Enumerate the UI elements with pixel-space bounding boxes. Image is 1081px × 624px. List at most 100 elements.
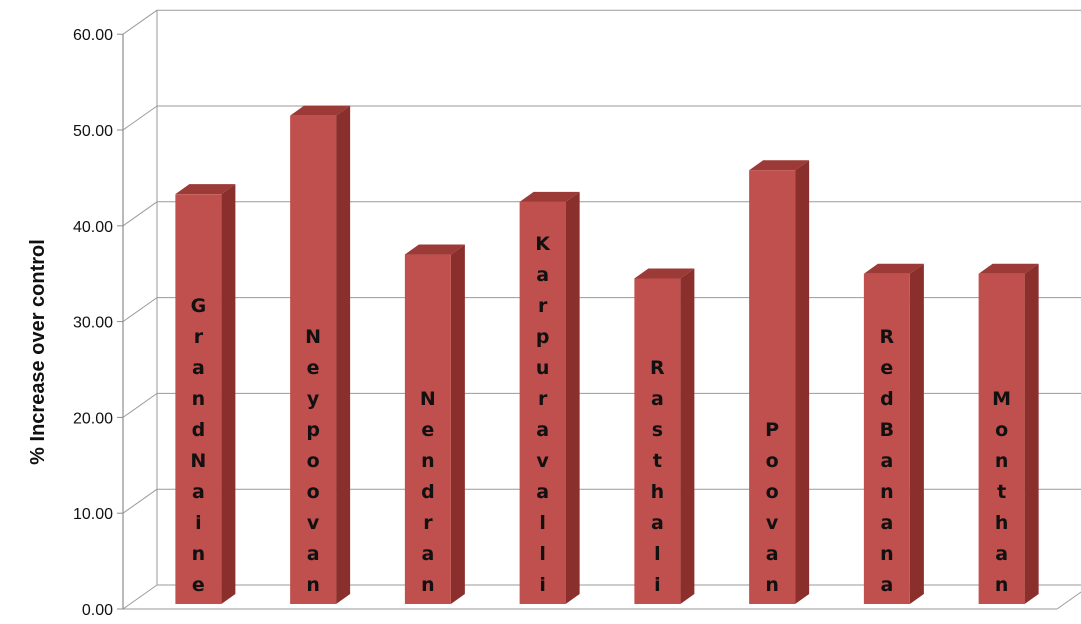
bar-front xyxy=(634,278,681,604)
bar-label-letter: i xyxy=(539,574,546,596)
bar-label-letter: G xyxy=(191,295,207,317)
bar xyxy=(290,105,351,604)
bar-label-letter: n xyxy=(880,543,894,565)
bar-label-letter: e xyxy=(880,357,893,379)
bar-label-letter: n xyxy=(192,543,206,565)
bar-label-letter: r xyxy=(538,295,548,317)
y-tick-label: 40.00 xyxy=(73,219,113,236)
bar xyxy=(863,263,924,604)
bar-label-letter: l xyxy=(539,512,546,534)
bar-label-letter: R xyxy=(880,326,895,348)
bar-label-letter: a xyxy=(995,543,1008,565)
bar xyxy=(978,263,1039,604)
y-tick-label: 0.00 xyxy=(82,602,113,619)
floor-right-edge xyxy=(1056,591,1081,610)
bar-label-letter: a xyxy=(880,574,893,596)
bar-label-letter: u xyxy=(536,357,550,379)
bar-front xyxy=(978,273,1025,604)
bar xyxy=(634,268,695,604)
bar-front xyxy=(519,201,566,604)
bar-label-letter: t xyxy=(997,481,1006,503)
bar-label-letter: K xyxy=(535,233,551,255)
bar-label-letter: a xyxy=(651,388,664,410)
bar-label-letter: P xyxy=(765,419,779,441)
bar-front xyxy=(749,170,796,604)
bar-label-letter: B xyxy=(880,419,894,441)
gridline-diagonal xyxy=(122,584,158,610)
bar-label-letter: r xyxy=(194,326,204,348)
bar-label-letter: l xyxy=(654,543,661,565)
bar xyxy=(404,244,465,605)
y-axis-label: % Increase over control xyxy=(27,239,49,465)
gridline-diagonal xyxy=(122,297,158,323)
bar-top xyxy=(519,191,580,202)
bar-label-letter: n xyxy=(995,450,1009,472)
bar-label-letter: n xyxy=(421,450,435,472)
bar-label-letter: h xyxy=(995,512,1009,534)
bar-label-letter: d xyxy=(880,388,894,410)
bar-label-letter: o xyxy=(307,450,320,472)
bar xyxy=(175,184,236,604)
bar-front xyxy=(404,254,451,605)
bar-label-letter: a xyxy=(307,543,320,565)
bar-label-letter: o xyxy=(766,481,779,503)
bar-label-letter: a xyxy=(880,512,893,534)
gridline-diagonal xyxy=(122,488,158,514)
bar-side xyxy=(221,184,236,604)
y-axis: 0.00 10.00 20.00 30.00 40.00 50.00 60.00 xyxy=(73,27,124,619)
bar-label-letter: d xyxy=(192,419,206,441)
bar-label-letter: n xyxy=(192,388,206,410)
bar-side xyxy=(795,160,810,604)
bar-label-letter: p xyxy=(306,419,320,441)
bars xyxy=(175,105,1039,605)
bar-top xyxy=(634,268,695,279)
bar-label-letter: v xyxy=(766,512,779,534)
bar-label-letter: v xyxy=(536,450,549,472)
bar-label-letter: i xyxy=(654,574,661,596)
bar-label-letter: e xyxy=(192,574,205,596)
bar-label-letter: o xyxy=(766,450,779,472)
y-tick-label: 20.00 xyxy=(73,410,113,427)
bar-label-letter: r xyxy=(538,388,548,410)
bar-label-letter: l xyxy=(539,543,546,565)
bar-label-letter: N xyxy=(420,388,436,410)
bar xyxy=(749,160,810,604)
gridline-diagonal xyxy=(122,105,158,131)
bar-label-letter: n xyxy=(421,574,435,596)
bar-top xyxy=(404,244,465,255)
bar-label-letter: d xyxy=(421,481,435,503)
bar-label-letter: e xyxy=(421,419,434,441)
bar-label-letter: v xyxy=(307,512,320,534)
bar-label-letter: a xyxy=(536,419,549,441)
bar-label-letter: a xyxy=(192,481,205,503)
bar-top xyxy=(175,184,236,195)
bar-label-letter: a xyxy=(766,543,779,565)
bar-front xyxy=(290,115,337,604)
bar-front xyxy=(863,273,910,604)
bar-label-letter: a xyxy=(536,264,549,286)
bar-label-letter: a xyxy=(651,512,664,534)
bar-side xyxy=(450,244,465,605)
bar-label-letter: N xyxy=(305,326,321,348)
bar-label-letter: i xyxy=(195,512,202,534)
bar-top xyxy=(749,160,810,171)
y-tick-label: 10.00 xyxy=(73,506,113,523)
bar-label-letter: a xyxy=(192,357,205,379)
bar-side xyxy=(336,105,351,604)
y-tick-label: 30.00 xyxy=(73,315,113,332)
bar-label-letter: a xyxy=(536,481,549,503)
bar-label-letter: M xyxy=(992,388,1011,410)
bar-label-letter: r xyxy=(423,512,433,534)
bar-label-letter: y xyxy=(307,388,320,410)
bar-label-letter: N xyxy=(190,450,206,472)
bar-label-letter: a xyxy=(421,543,434,565)
y-tick-label: 60.00 xyxy=(73,27,113,44)
